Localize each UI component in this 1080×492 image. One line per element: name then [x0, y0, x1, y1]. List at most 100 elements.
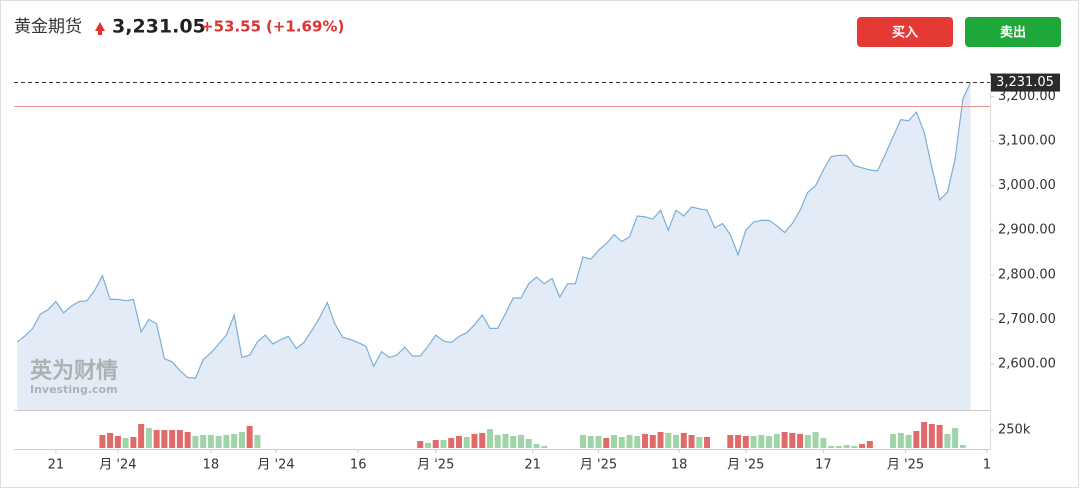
buy-label[interactable]: 买入 — [892, 26, 918, 41]
volume-bar — [494, 434, 501, 448]
price-area — [17, 82, 971, 410]
volume-bar — [766, 435, 773, 448]
volume-bar — [510, 435, 517, 448]
y-tick-label: 3,000.00 — [998, 178, 1056, 193]
x-tick-label: 17 — [815, 458, 832, 473]
x-tick-label: 16 — [350, 458, 367, 473]
volume-bar — [525, 439, 532, 448]
volume-bar — [107, 432, 114, 448]
x-tick-label: 18 — [203, 458, 220, 473]
volume-bar — [897, 432, 904, 448]
volume-bar — [727, 434, 734, 448]
sell-button[interactable] — [965, 17, 1061, 47]
volume-bar — [603, 437, 610, 448]
volume-bar — [649, 434, 656, 448]
volume-bar — [773, 433, 780, 448]
volume-bar — [541, 445, 548, 448]
volume-bar — [704, 436, 711, 448]
volume-bar — [231, 433, 238, 448]
volume-bar — [750, 435, 757, 448]
volume-bar — [851, 445, 858, 448]
plot: 2,600.00 2,700.00 2,800.00 2,900.00 3,000.00… — [14, 73, 1060, 473]
volume-bar — [130, 436, 137, 448]
y-tick-label: 2,800.00 — [998, 267, 1056, 282]
volume-bar — [207, 434, 214, 448]
volume-bar — [611, 434, 618, 448]
volume-bar — [184, 432, 191, 448]
volume-bar — [928, 423, 935, 448]
volume-bar — [145, 427, 152, 448]
volume-bar — [835, 445, 842, 448]
volume-bar — [238, 432, 245, 448]
x-tick-label: 1 — [983, 458, 991, 473]
y-tick-label: 3,200.00 — [998, 89, 1056, 104]
last-price-label: 3,231.05 — [996, 75, 1054, 90]
x-tick-label: 月 '25 — [727, 458, 764, 473]
x-tick-label: 18 — [671, 458, 688, 473]
volume-bar — [789, 432, 796, 448]
buy-button[interactable] — [857, 17, 953, 47]
volume-bar — [781, 432, 788, 448]
y-tick-label: 2,900.00 — [998, 223, 1056, 238]
up-arrow — [95, 22, 105, 35]
volume-bar — [828, 445, 835, 448]
volume-bar — [169, 430, 176, 448]
volume-bar — [859, 443, 866, 448]
last-price-tag — [990, 73, 1060, 92]
y-tick-label: 2,700.00 — [998, 312, 1056, 327]
change: +53.55 — [201, 18, 261, 36]
watermark-brand: 英为财情 — [30, 358, 118, 384]
volume-bar — [866, 441, 873, 448]
volume-bar — [587, 435, 594, 448]
volume-bar — [626, 434, 633, 448]
volume-bar — [688, 434, 695, 448]
sell-label[interactable]: 卖出 — [1000, 25, 1026, 41]
x-tick-label: 21 — [48, 458, 65, 473]
volume-bar — [804, 434, 811, 448]
x-tick-label: 月 '24 — [257, 458, 294, 473]
volume-bar — [580, 434, 587, 448]
volume-bar — [114, 435, 121, 448]
volume-bar — [735, 434, 742, 448]
volume-bar — [797, 433, 804, 448]
volume-bar — [223, 434, 230, 448]
y-tick-label: 3,100.00 — [998, 134, 1056, 149]
volume-bar — [254, 434, 261, 448]
volume-bar — [905, 434, 912, 448]
price: 3,231.05 — [112, 16, 206, 38]
volume-bar — [959, 444, 966, 448]
volume-bar — [176, 430, 183, 448]
x-tick-label: 月 '25 — [417, 458, 454, 473]
volume-bar — [665, 432, 672, 448]
x-tick-label: 月 '25 — [887, 458, 924, 473]
volume-bar — [673, 434, 680, 448]
volume-bar — [812, 432, 819, 448]
volume-bar — [432, 440, 439, 448]
volume-bar — [138, 423, 145, 448]
volume-bar — [502, 433, 509, 448]
volume-bar — [944, 433, 951, 448]
volume-bar — [742, 435, 749, 448]
volume-bar — [696, 436, 703, 448]
volume-bar — [634, 435, 641, 448]
watermark-site: Investing.com — [30, 383, 118, 396]
volume-bar — [890, 433, 897, 448]
volume-bar — [448, 437, 455, 448]
volume-bar — [758, 434, 765, 448]
volume-bar — [913, 431, 920, 448]
volume-bar — [463, 436, 470, 448]
volume-bar — [440, 440, 447, 448]
x-tick-label: 月 '24 — [99, 458, 136, 473]
volume-bar — [455, 435, 462, 448]
volume-bar — [680, 432, 687, 448]
volume-bar — [424, 442, 431, 448]
price-line — [16, 82, 972, 379]
volume-bar — [533, 443, 540, 448]
volume-bar — [192, 435, 199, 448]
x-tick-label: 21 — [524, 458, 541, 473]
volume-bar — [153, 430, 160, 448]
change-pct: (+1.69%) — [266, 18, 344, 36]
volume-bar — [122, 437, 129, 448]
